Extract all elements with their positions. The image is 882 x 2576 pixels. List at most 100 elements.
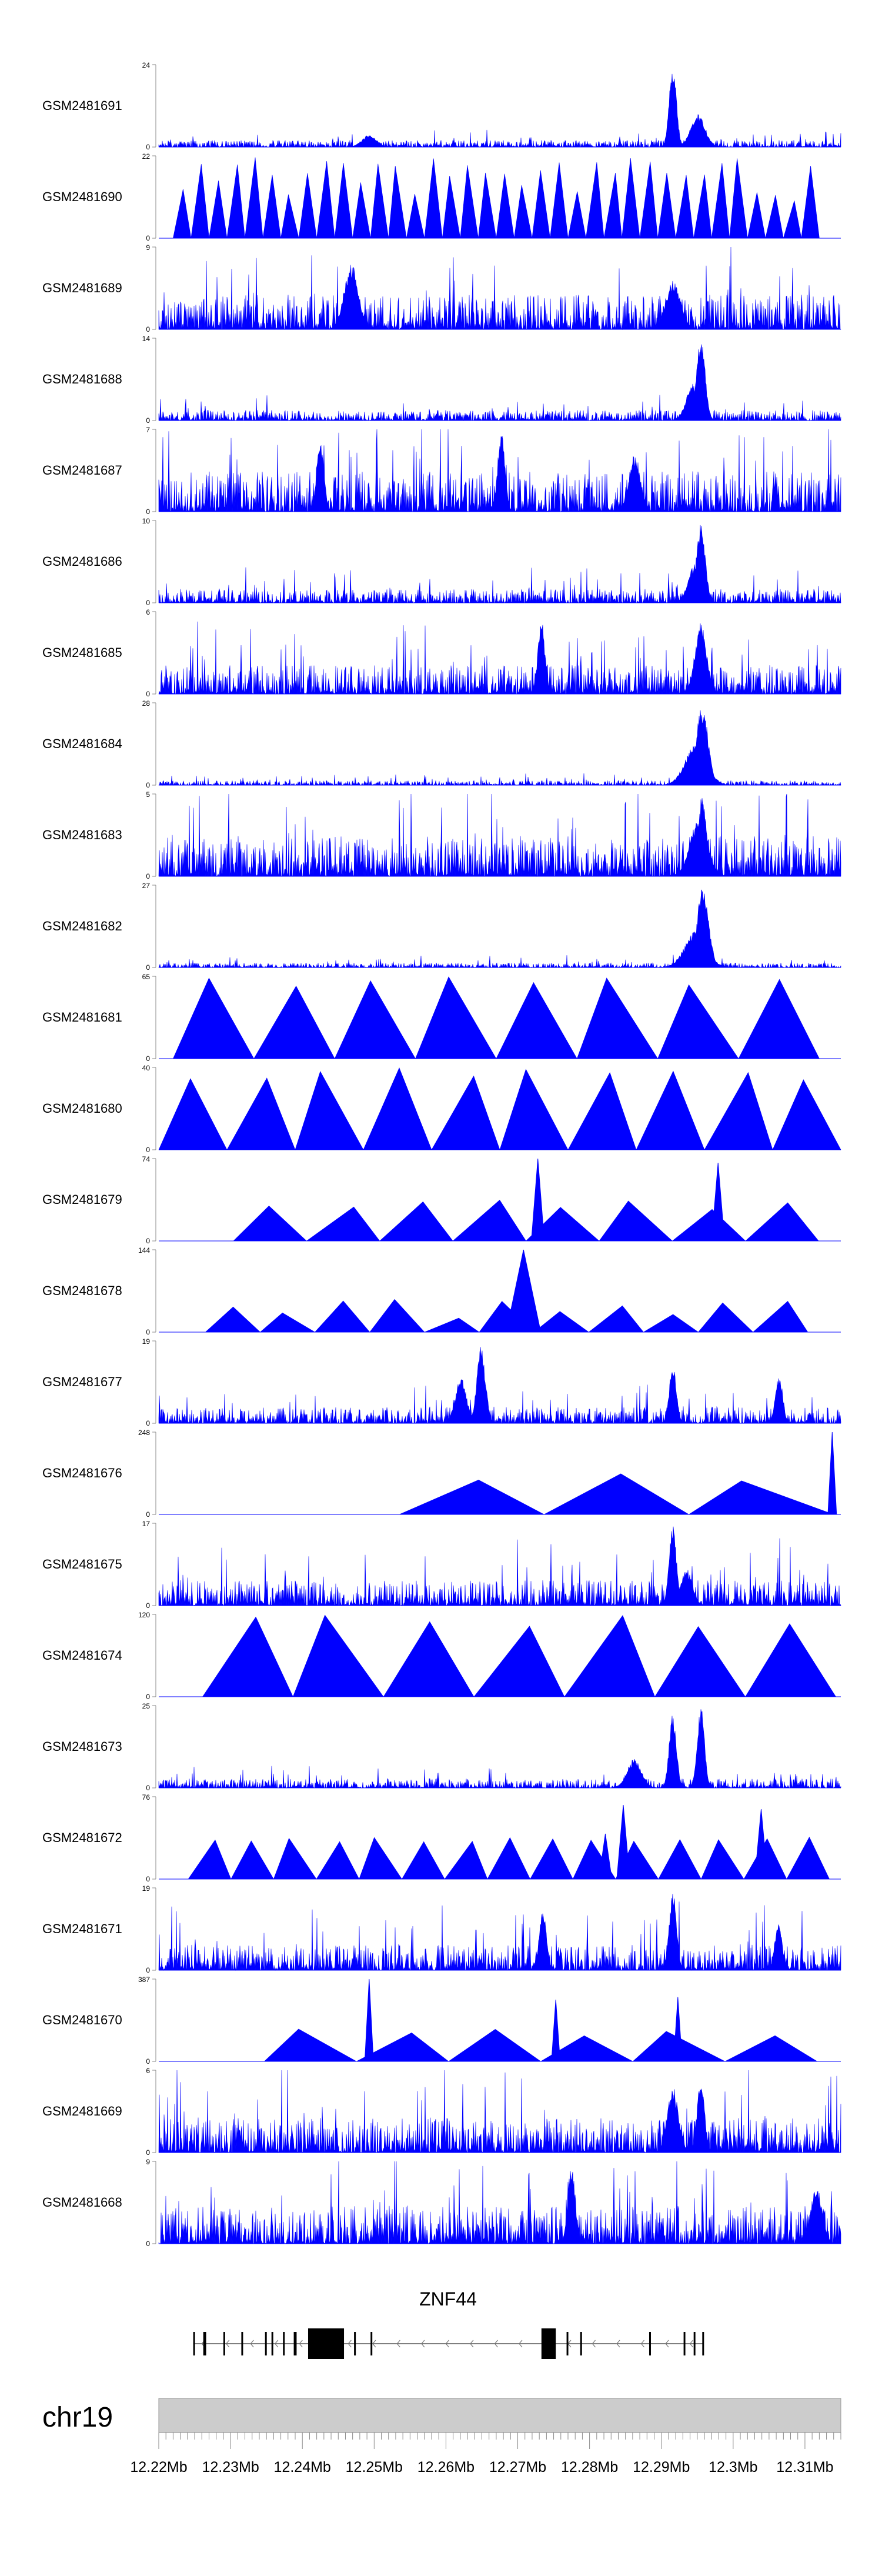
track-label: GSM2481685 bbox=[42, 645, 122, 660]
y-tick-label: 40 bbox=[142, 1064, 151, 1072]
strand-arrow bbox=[665, 2340, 669, 2348]
y-tick-label: 14 bbox=[142, 335, 151, 343]
coverage-area bbox=[233, 1199, 819, 1242]
gene-exon bbox=[265, 2332, 267, 2355]
gene-exon bbox=[702, 2332, 704, 2355]
y-tick-label: 0 bbox=[146, 508, 150, 516]
y-tick-label: 9 bbox=[146, 2158, 150, 2166]
y-tick-label: 387 bbox=[138, 1976, 150, 1984]
gene-exon bbox=[283, 2332, 285, 2355]
strand-arrow bbox=[445, 2340, 449, 2348]
coverage-area bbox=[158, 74, 841, 148]
track-GSM2481687: GSM2481687 7 0 bbox=[42, 426, 841, 516]
track-label: GSM2481676 bbox=[42, 1466, 122, 1480]
track-GSM2481670: GSM2481670 387 0 bbox=[42, 1976, 841, 2066]
gene-exon bbox=[203, 2332, 206, 2355]
track-label: GSM2481679 bbox=[42, 1192, 122, 1207]
strand-arrow bbox=[275, 2340, 279, 2348]
coverage-area bbox=[158, 2161, 841, 2245]
track-GSM2481681: GSM2481681 65 0 bbox=[42, 973, 841, 1063]
track-label: GSM2481691 bbox=[42, 98, 122, 113]
track-GSM2481674: GSM2481674 120 0 bbox=[42, 1611, 841, 1701]
coverage-area bbox=[158, 621, 841, 695]
y-tick-label: 24 bbox=[142, 61, 151, 69]
coverage-area bbox=[158, 793, 841, 877]
gene-exon bbox=[223, 2332, 225, 2355]
y-tick-label: 0 bbox=[146, 234, 150, 242]
y-tick-label: 6 bbox=[146, 608, 150, 616]
track-GSM2481683: GSM2481683 5 0 bbox=[42, 790, 841, 880]
strand-arrow bbox=[348, 2340, 352, 2348]
y-tick-label: 0 bbox=[146, 1055, 150, 1063]
coverage-area bbox=[202, 1614, 837, 1697]
coverage-tracks: GSM2481691240GSM2481690220GSM248168990GS… bbox=[42, 61, 841, 2248]
track-label: GSM2481682 bbox=[42, 919, 122, 933]
x-tick-label: 12.23Mb bbox=[202, 2459, 259, 2475]
chromosome-label: chr19 bbox=[42, 2402, 113, 2433]
y-tick-label: 25 bbox=[142, 1702, 151, 1710]
y-tick-label: 17 bbox=[142, 1520, 151, 1528]
strand-arrow bbox=[299, 2340, 303, 2348]
strand-arrow bbox=[494, 2340, 498, 2348]
y-tick-label: 248 bbox=[138, 1429, 150, 1437]
coverage-peak bbox=[673, 1997, 683, 2062]
track-GSM2481668: GSM2481668 9 0 bbox=[42, 2158, 841, 2248]
y-tick-label: 0 bbox=[146, 1328, 150, 1336]
chromosome-axis: chr19 12.22Mb 12.23Mb 12.24Mb 12.25Mb 12.26M… bbox=[42, 2398, 841, 2475]
track-GSM2481685: GSM2481685 6 0 bbox=[42, 608, 841, 698]
track-GSM2481676: GSM2481676 248 0 bbox=[42, 1429, 841, 1519]
coverage-area bbox=[158, 344, 841, 422]
track-label: GSM2481671 bbox=[42, 1921, 122, 1936]
x-tick-label: 12.26Mb bbox=[417, 2459, 475, 2475]
gene-exon bbox=[241, 2332, 243, 2355]
y-tick-label: 0 bbox=[146, 1601, 150, 1610]
strand-arrow bbox=[396, 2340, 400, 2348]
gene-exon bbox=[580, 2332, 582, 2355]
track-label: GSM2481687 bbox=[42, 463, 122, 478]
strand-arrow bbox=[372, 2340, 376, 2348]
track-label: GSM2481670 bbox=[42, 2013, 122, 2027]
y-tick-label: 0 bbox=[146, 963, 150, 972]
track-GSM2481682: GSM2481682 27 0 bbox=[42, 882, 841, 972]
y-tick-label: 0 bbox=[146, 1146, 150, 1154]
y-tick-label: 0 bbox=[146, 325, 150, 333]
coverage-area bbox=[188, 1836, 830, 1880]
coverage-peak bbox=[551, 1999, 561, 2062]
track-label: GSM2481684 bbox=[42, 736, 122, 751]
track-label: GSM2481681 bbox=[42, 1010, 122, 1025]
track-GSM2481671: GSM2481671 19 0 bbox=[42, 1884, 841, 1974]
y-tick-label: 0 bbox=[146, 1875, 150, 1883]
track-label: GSM2481689 bbox=[42, 281, 122, 295]
track-GSM2481673: GSM2481673 25 0 bbox=[42, 1702, 841, 1792]
y-tick-label: 0 bbox=[146, 1966, 150, 1974]
y-tick-label: 0 bbox=[146, 2240, 150, 2248]
track-GSM2481679: GSM2481679 74 0 bbox=[42, 1155, 841, 1245]
track-GSM2481677: GSM2481677 19 0 bbox=[42, 1337, 841, 1427]
y-tick-label: 144 bbox=[138, 1246, 150, 1254]
track-label: GSM2481675 bbox=[42, 1557, 122, 1571]
y-tick-label: 19 bbox=[142, 1337, 151, 1346]
coverage-area bbox=[158, 1709, 841, 1789]
x-tick-label: 12.24Mb bbox=[274, 2459, 331, 2475]
track-label: GSM2481669 bbox=[42, 2104, 122, 2118]
y-tick-label: 5 bbox=[146, 790, 150, 799]
x-tick-label: 12.29Mb bbox=[633, 2459, 690, 2475]
strand-arrow bbox=[616, 2340, 620, 2348]
track-GSM2481680: GSM2481680 40 0 bbox=[42, 1064, 841, 1154]
y-tick-label: 7 bbox=[146, 426, 150, 434]
gene-exon bbox=[308, 2328, 345, 2359]
gene-exon bbox=[370, 2332, 373, 2355]
x-tick-label: 12.22Mb bbox=[130, 2459, 187, 2475]
coverage-peak bbox=[711, 1162, 725, 1242]
y-tick-label: 0 bbox=[146, 1419, 150, 1427]
track-GSM2481675: GSM2481675 17 0 bbox=[42, 1520, 841, 1610]
coverage-area bbox=[158, 710, 841, 786]
coverage-peak bbox=[364, 1978, 374, 2062]
coverage-peak bbox=[616, 1804, 630, 1880]
track-label: GSM2481680 bbox=[42, 1101, 122, 1116]
x-tick-label: 12.3Mb bbox=[709, 2459, 757, 2475]
coverage-peak bbox=[827, 1432, 837, 1515]
track-label: GSM2481688 bbox=[42, 372, 122, 386]
y-tick-label: 10 bbox=[142, 517, 151, 525]
